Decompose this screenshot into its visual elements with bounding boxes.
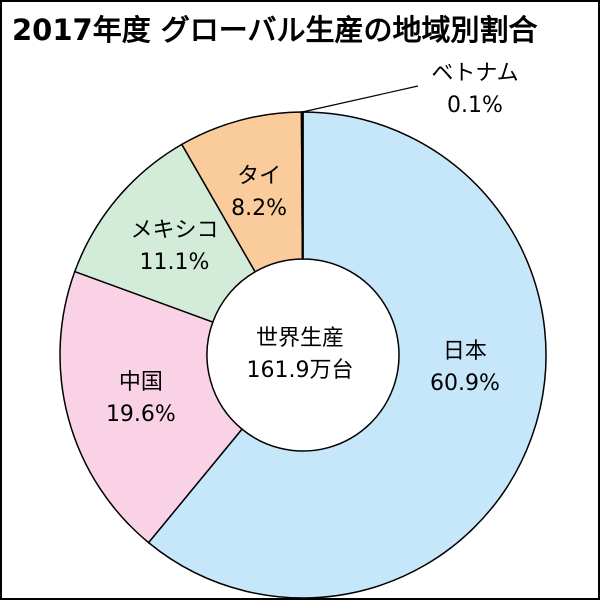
- center-label: 世界生産: [256, 326, 344, 351]
- chart-title: 2017年度 グローバル生産の地域別割合: [12, 13, 538, 47]
- value-label: 0.1%: [447, 93, 503, 118]
- slice-label: タイ: [237, 164, 281, 189]
- slice: [300, 111, 304, 260]
- value-label: 60.9%: [430, 371, 500, 396]
- slice: [59, 270, 244, 544]
- slice: [73, 143, 257, 323]
- slice: [147, 111, 547, 599]
- value-label: 19.6%: [106, 402, 176, 427]
- leader-line: [302, 85, 419, 113]
- slice-label: ベトナム: [431, 61, 518, 86]
- slice-label: メキシコ: [130, 218, 218, 243]
- value-label: 8.2%: [231, 196, 287, 221]
- center-label: 161.9万台: [247, 358, 354, 383]
- slice-label: 日本: [443, 339, 487, 364]
- slice-label: 中国: [119, 370, 163, 395]
- value-label: 11.1%: [140, 250, 210, 275]
